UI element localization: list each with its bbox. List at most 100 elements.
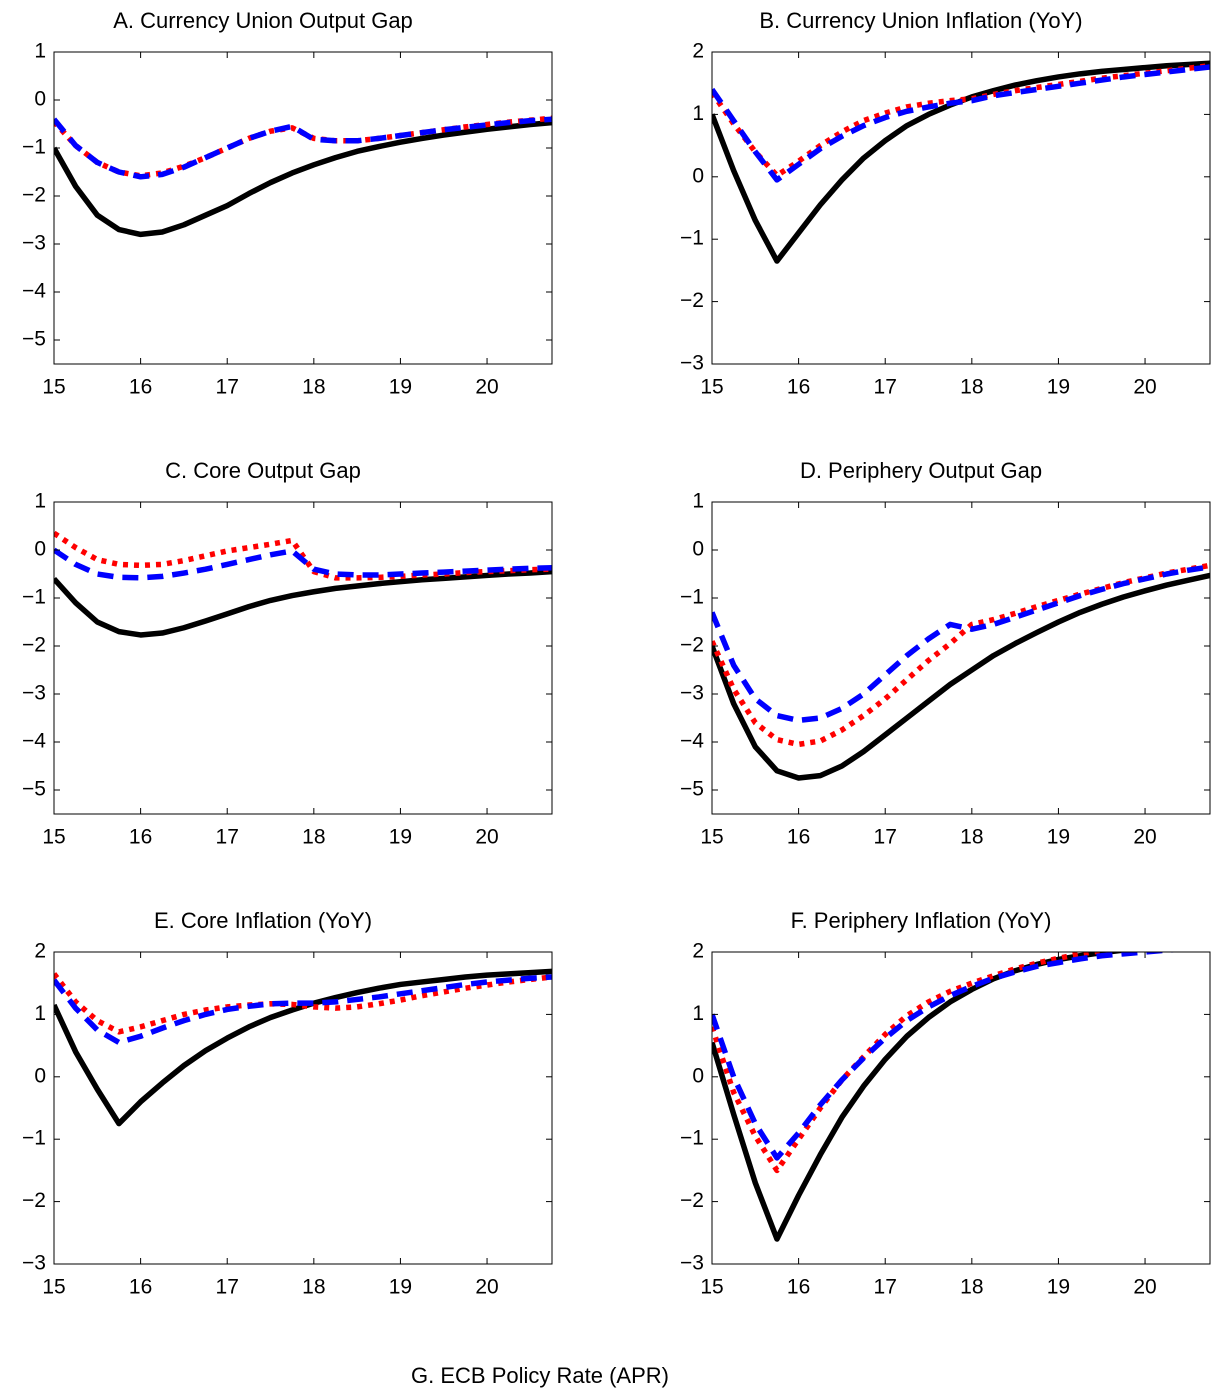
y-tick-label: −2 (22, 1189, 46, 1212)
series-line (712, 572, 1210, 781)
plot-area (54, 52, 552, 364)
panel: C. Core Output Gap 15 16 17 18 19 20 −5 −4 −3 −2 −1… (22, 458, 553, 849)
x-tick-label: 16 (129, 826, 152, 849)
panel-title: E. Core Inflation (YoY) (154, 908, 372, 933)
axes-box (711, 51, 1211, 365)
y-tick-label: 1 (692, 490, 704, 513)
x-tick-label: 17 (216, 1276, 239, 1299)
x-tick-label: 16 (787, 376, 810, 399)
y-tick-label: −5 (22, 328, 46, 351)
x-tick-label: 19 (389, 1276, 412, 1299)
panel: F. Periphery Inflation (YoY)15 16 17 18 19 20… (680, 908, 1211, 1299)
y-tick-label: −2 (22, 634, 46, 657)
y-tick-label: −3 (680, 682, 704, 705)
x-tick-label: 19 (1047, 1276, 1070, 1299)
x-tick-label: 15 (700, 826, 723, 849)
panel-title: A. Currency Union Output Gap (113, 8, 413, 33)
y-tick-label: −5 (680, 778, 704, 801)
panel-title: F. Periphery Inflation (YoY) (791, 908, 1052, 933)
y-tick-label: −5 (22, 778, 46, 801)
y-tick-label: 0 (692, 538, 704, 561)
x-tick-label: 16 (787, 1276, 810, 1299)
panel: A. Currency Union Output Gap 15 16 17 18 19 20… (22, 8, 553, 399)
y-tick-label: −3 (680, 1252, 704, 1275)
x-tick-label: 18 (302, 1276, 325, 1299)
x-tick-label: 20 (475, 826, 498, 849)
y-tick-label: −4 (22, 730, 46, 753)
y-tick-label: −1 (22, 1127, 46, 1150)
x-tick-label: 18 (302, 826, 325, 849)
y-tick-label: 2 (692, 940, 704, 963)
series-line (54, 974, 552, 1046)
series-line (54, 568, 552, 638)
y-tick-label: 1 (34, 1002, 46, 1025)
axes-box (711, 951, 1211, 1265)
y-tick-label: −4 (680, 730, 704, 753)
y-tick-label: −2 (680, 634, 704, 657)
y-tick-label: 1 (692, 1002, 704, 1025)
x-tick-label: 15 (42, 1276, 65, 1299)
y-tick-label: 2 (34, 940, 46, 963)
y-tick-label: −3 (22, 232, 46, 255)
panel: E. Core Inflation (YoY)15 16 17 18 19 20−3−2−… (22, 908, 553, 1299)
y-tick-label: −3 (680, 352, 704, 375)
y-tick-label: −1 (22, 586, 46, 609)
y-tick-label: 0 (34, 538, 46, 561)
x-tick-label: 18 (960, 1276, 983, 1299)
x-tick-label: 17 (874, 826, 897, 849)
x-tick-label: 16 (129, 1276, 152, 1299)
series-line (54, 119, 552, 238)
y-tick-label: −1 (680, 1127, 704, 1150)
axes-box (53, 51, 553, 365)
series-line (712, 952, 1134, 1242)
x-tick-label: 19 (1047, 376, 1070, 399)
x-tick-label: 16 (129, 376, 152, 399)
y-tick-label: 0 (692, 1064, 704, 1087)
plot-area (712, 952, 1210, 1264)
y-tick-label: 0 (34, 88, 46, 111)
x-tick-label: 20 (1133, 376, 1156, 399)
x-tick-label: 16 (787, 826, 810, 849)
x-tick-label: 20 (475, 1276, 498, 1299)
y-tick-label: −2 (680, 289, 704, 312)
y-tick-label: 0 (34, 1064, 46, 1087)
axes-box (53, 501, 553, 815)
plot-area (712, 502, 1210, 814)
y-tick-label: −1 (22, 136, 46, 159)
x-tick-label: 17 (216, 826, 239, 849)
plot-area (54, 952, 552, 1264)
panel-title: D. Periphery Output Gap (800, 458, 1042, 483)
x-tick-label: 20 (475, 376, 498, 399)
panel: B. Currency Union Inflation (YoY) 15 16 17 1… (680, 8, 1211, 399)
y-tick-label: −2 (22, 184, 46, 207)
y-tick-label: −1 (680, 586, 704, 609)
y-tick-label: 1 (34, 40, 46, 63)
x-tick-label: 15 (700, 376, 723, 399)
y-tick-label: 1 (692, 102, 704, 125)
y-tick-label: −4 (22, 280, 46, 303)
x-tick-label: 19 (389, 376, 412, 399)
plot-area (54, 502, 552, 814)
y-tick-label: −2 (680, 1189, 704, 1212)
x-tick-label: 19 (389, 826, 412, 849)
axes-box (53, 951, 553, 1265)
x-tick-label: 15 (42, 826, 65, 849)
panel: G. ECB Policy Rate (APR) (411, 1363, 669, 1388)
y-tick-label: −3 (22, 682, 46, 705)
x-tick-label: 18 (960, 376, 983, 399)
x-tick-label: 19 (1047, 826, 1070, 849)
x-tick-label: 18 (960, 826, 983, 849)
y-tick-label: −3 (22, 1252, 46, 1275)
x-tick-label: 15 (700, 1276, 723, 1299)
x-tick-label: 17 (874, 376, 897, 399)
y-tick-label: 0 (692, 164, 704, 187)
series-line (712, 564, 1210, 724)
y-tick-label: −1 (680, 227, 704, 250)
panel-title: B. Currency Union Inflation (YoY) (759, 8, 1082, 33)
axes-box (711, 501, 1211, 815)
panel-title: G. ECB Policy Rate (APR) (411, 1363, 669, 1388)
x-tick-label: 15 (42, 376, 65, 399)
x-tick-label: 18 (302, 376, 325, 399)
series-line (712, 952, 1115, 1174)
